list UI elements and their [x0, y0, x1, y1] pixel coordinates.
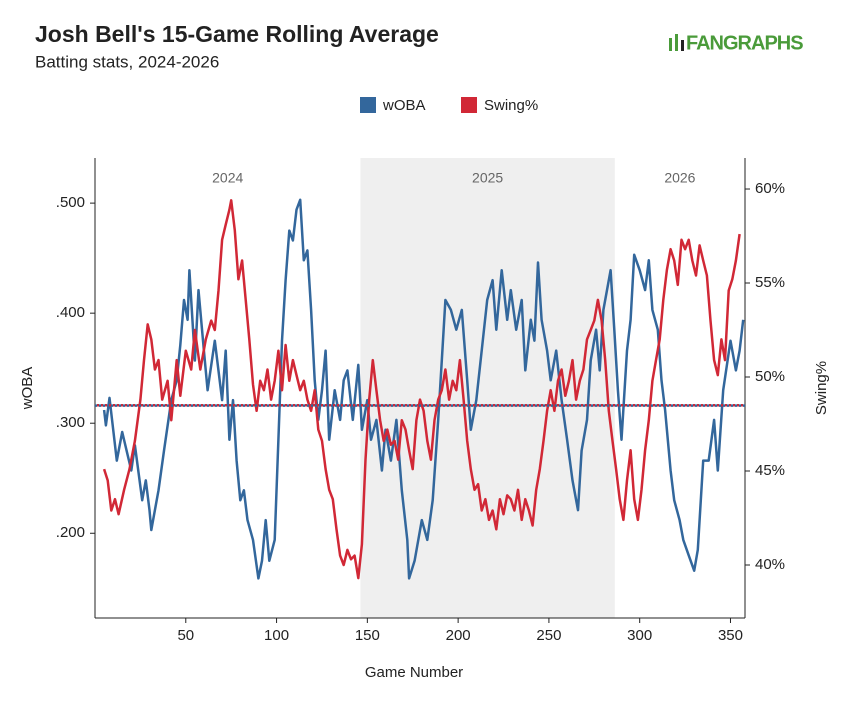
- season-label: 2026: [664, 170, 695, 186]
- logo: FANGRAPHS: [686, 32, 803, 54]
- y-tick-label: .400: [56, 304, 85, 321]
- season-label: 2024: [212, 170, 243, 186]
- y2-axis-label: Swing%: [813, 361, 830, 415]
- series-line: [102, 199, 741, 580]
- x-tick-label: 300: [627, 627, 652, 644]
- logo-icon: [669, 34, 684, 51]
- x-tick-label: 250: [536, 627, 561, 644]
- x-tick-label: 150: [355, 627, 380, 644]
- y2-tick-label: 50%: [755, 368, 785, 385]
- legend-swatch: [360, 97, 376, 113]
- season-band: [360, 158, 615, 618]
- y-axis-label: wOBA: [19, 367, 36, 411]
- y2-tick-label: 55%: [755, 274, 785, 291]
- x-tick-label: 350: [718, 627, 743, 644]
- chart-subtitle: Batting stats, 2024-2026: [35, 52, 219, 71]
- legend-label: Swing%: [484, 97, 538, 114]
- legend-label: wOBA: [382, 97, 426, 114]
- x-tick-label: 100: [264, 627, 289, 644]
- x-tick-label: 200: [446, 627, 471, 644]
- series-line: [102, 198, 745, 580]
- x-axis-label: Game Number: [365, 664, 463, 681]
- chart-title: Josh Bell's 15-Game Rolling Average: [35, 21, 439, 47]
- y-tick-label: .200: [56, 524, 85, 541]
- y2-tick-label: 40%: [755, 556, 785, 573]
- season-label: 2025: [472, 170, 503, 186]
- y2-tick-label: 60%: [755, 180, 785, 197]
- x-tick-label: 50: [177, 627, 194, 644]
- legend-swatch: [461, 97, 477, 113]
- y-tick-label: .500: [56, 194, 85, 211]
- y-tick-label: .300: [56, 414, 85, 431]
- y2-tick-label: 45%: [755, 462, 785, 479]
